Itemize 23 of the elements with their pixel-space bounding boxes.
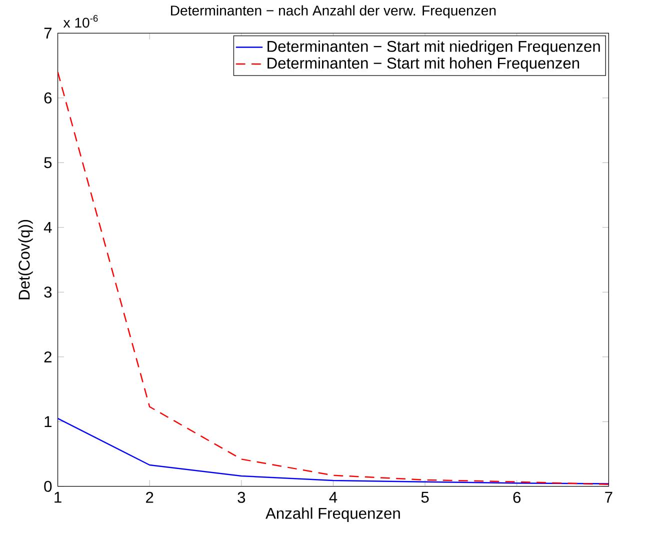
text: x 10$^{-6}$ [63, 14, 98, 28]
chart-title: Determinanten − nach Anzahl der verw. Frequenzen [171, 5, 496, 18]
x-tick-label: 3 [238, 492, 246, 503]
y-tick-label: 5 [44, 157, 52, 168]
line-series [58, 71, 609, 485]
x-tick-label: 6 [513, 492, 521, 503]
legend-label: Determinanten − Start mit hohen Frequenzen [268, 57, 580, 72]
x-tick-label: 7 [605, 492, 612, 503]
x-tick-label: 1 [54, 492, 62, 503]
x-tick-label: 5 [421, 492, 429, 503]
x-tick-label: 2 [146, 492, 154, 503]
y-tick-label: 7 [44, 28, 52, 38]
y-tick-label: 6 [44, 92, 52, 104]
y-tick-label: 4 [44, 222, 52, 233]
x-axis-title: Anzahl Frequenzen [266, 507, 400, 522]
x-tick-label: 4 [329, 492, 338, 503]
y-tick-label: 2 [44, 351, 52, 362]
line-series [58, 418, 609, 484]
y-tick-label: 0 [44, 480, 52, 492]
y-axis-title: Det(Cov(q)) [18, 220, 33, 300]
y-tick-label: 3 [44, 286, 52, 298]
y-tick-label: 1 [44, 416, 52, 427]
legend-label: Determinanten − Start mit niedrigen Frequenzen [268, 40, 600, 55]
